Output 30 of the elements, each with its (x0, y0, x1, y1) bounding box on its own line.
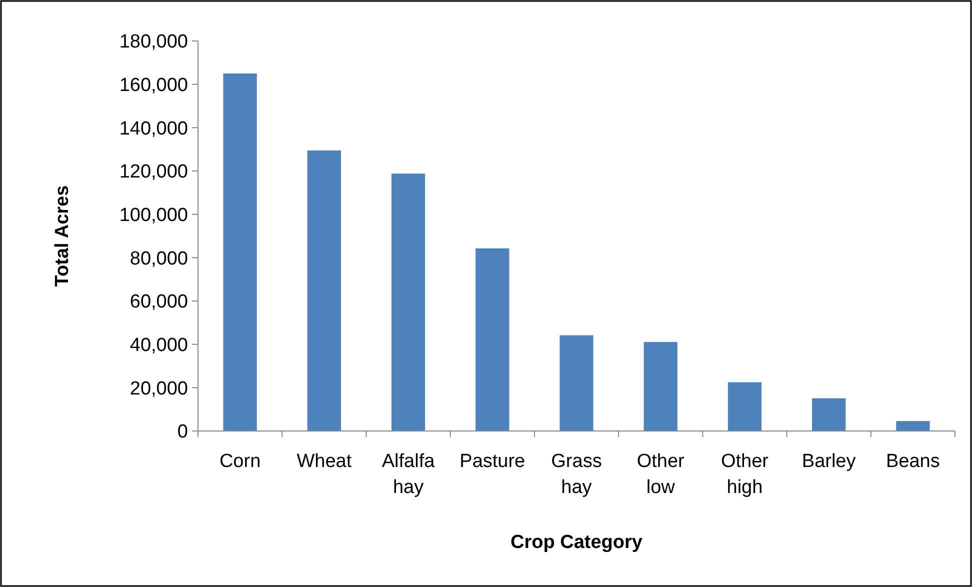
bar (560, 335, 594, 431)
x-tick-label: Barley (802, 451, 856, 472)
y-tick-label: 20,000 (130, 378, 188, 400)
y-tick-label: 180,000 (119, 32, 188, 53)
y-tick-label: 100,000 (119, 204, 188, 226)
y-tick-label: 60,000 (130, 292, 188, 313)
bar (476, 248, 510, 431)
bar (223, 74, 257, 431)
y-tick-label: 0 (177, 422, 188, 443)
x-tick-label: Wheat (296, 451, 352, 472)
y-tick-label: 140,000 (119, 118, 188, 140)
x-tick-label: Other high (720, 451, 770, 498)
bar (644, 342, 678, 431)
x-tick-label: Alfalfa hay (382, 451, 436, 498)
bar (896, 421, 930, 431)
bar (391, 174, 426, 431)
bar (307, 150, 341, 431)
x-tick-label: Other low (636, 451, 686, 498)
y-tick-label: 160,000 (119, 74, 188, 96)
bar (728, 382, 762, 431)
x-tick-label: Pasture (460, 451, 526, 472)
bar (812, 398, 846, 431)
x-tick-label: Beans (886, 451, 940, 472)
x-axis-title: Crop Category (510, 532, 643, 553)
x-tick-label: Corn (219, 451, 261, 472)
y-tick-label: 40,000 (130, 334, 188, 356)
x-tick-label: Grass hay (551, 451, 602, 498)
y-tick-label: 120,000 (119, 162, 188, 183)
y-tick-label: 80,000 (130, 248, 188, 270)
y-axis-title: Total Acres (52, 185, 73, 287)
